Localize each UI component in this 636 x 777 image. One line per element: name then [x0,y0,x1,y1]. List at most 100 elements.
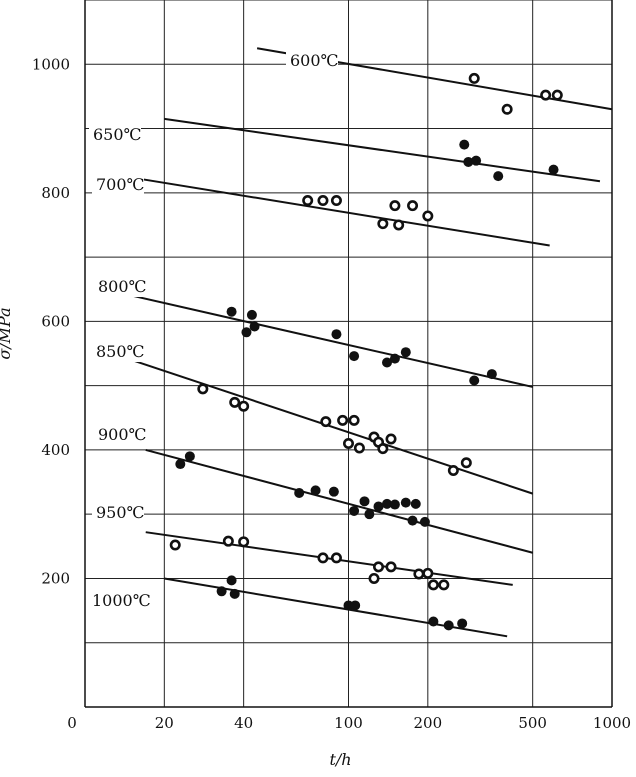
fit-line [139,179,550,246]
data-point [241,327,251,337]
data-point [493,171,503,181]
x-tick-label: 20 [155,714,174,732]
data-point [390,354,400,364]
x-tick-label: 200 [414,714,443,732]
y-axis-label: σ/MPa [0,307,14,359]
x-tick-label: 0 [67,714,77,732]
data-point [387,563,395,571]
fit-line [164,578,507,636]
data-point [541,91,549,99]
data-point [224,537,232,545]
y-tick-label: 400 [41,441,70,459]
data-point [470,74,478,82]
data-point [469,375,479,385]
data-point [199,385,207,393]
data-point [374,563,382,571]
data-point [349,506,359,516]
data-point [370,574,378,582]
y-tick-label: 800 [41,184,70,202]
data-point [471,156,481,166]
data-point [329,487,339,497]
data-point [462,459,470,467]
data-point [322,417,330,425]
data-point [247,310,257,320]
data-point [364,509,374,519]
data-point [390,500,400,510]
data-point [424,569,432,577]
data-point [359,496,369,506]
data-point [374,501,384,511]
data-point [379,219,387,227]
data-point [303,196,311,204]
data-point [239,402,247,410]
y-tick-label: 600 [41,312,70,330]
tick-labels: 0 20 40 100 200 500 1000 200 400 600 800 1000 [32,55,631,732]
data-point [311,485,321,495]
x-tick-label: 40 [234,714,253,732]
data-point [449,466,457,474]
data-point [428,617,438,627]
series-label: 950℃ [96,503,144,522]
x-tick-label: 500 [518,714,547,732]
series-label: 850℃ [96,342,144,361]
data-point [401,347,411,357]
data-point [171,541,179,549]
fit-line [115,292,533,387]
data-point [227,307,237,317]
data-point [394,221,402,229]
data-points [171,74,561,630]
data-point [338,416,346,424]
data-point [411,499,421,509]
data-point [391,201,399,209]
data-point [319,196,327,204]
data-point [440,581,448,589]
data-point [487,369,497,379]
fit-lines [115,48,612,636]
data-point [408,201,416,209]
x-tick-label: 100 [334,714,363,732]
data-point [549,165,559,175]
data-point [457,618,467,628]
data-point [424,212,432,220]
data-point [379,444,387,452]
data-point [553,91,561,99]
data-point [401,498,411,508]
data-point [503,105,511,113]
data-point [429,581,437,589]
data-point [344,439,352,447]
x-axis-label: t/h [329,750,351,769]
x-tick-label: 1000 [593,714,631,732]
data-point [387,435,395,443]
y-tick-label: 1000 [32,55,70,73]
series-label: 600℃ [290,51,338,70]
data-point [227,575,237,585]
series-label: 1000℃ [92,591,151,610]
y-tick-label: 200 [41,569,70,587]
data-point [350,416,358,424]
data-point [420,517,430,527]
data-point [332,196,340,204]
series-label: 800℃ [98,277,146,296]
data-point [319,554,327,562]
fit-line [146,532,513,585]
data-point [331,329,341,339]
data-point [355,444,363,452]
data-point [185,451,195,461]
data-point [444,620,454,630]
data-point [231,398,239,406]
data-point [349,351,359,361]
fit-line [146,450,533,553]
data-point [217,586,227,596]
data-point [415,570,423,578]
series-label: 700℃ [96,175,144,194]
data-point [239,538,247,546]
data-point [459,140,469,150]
data-point [408,516,418,526]
data-point [250,322,260,332]
data-point [350,600,360,610]
data-point [175,459,185,469]
data-point [230,589,240,599]
series-label: 900℃ [98,425,146,444]
data-point [294,488,304,498]
